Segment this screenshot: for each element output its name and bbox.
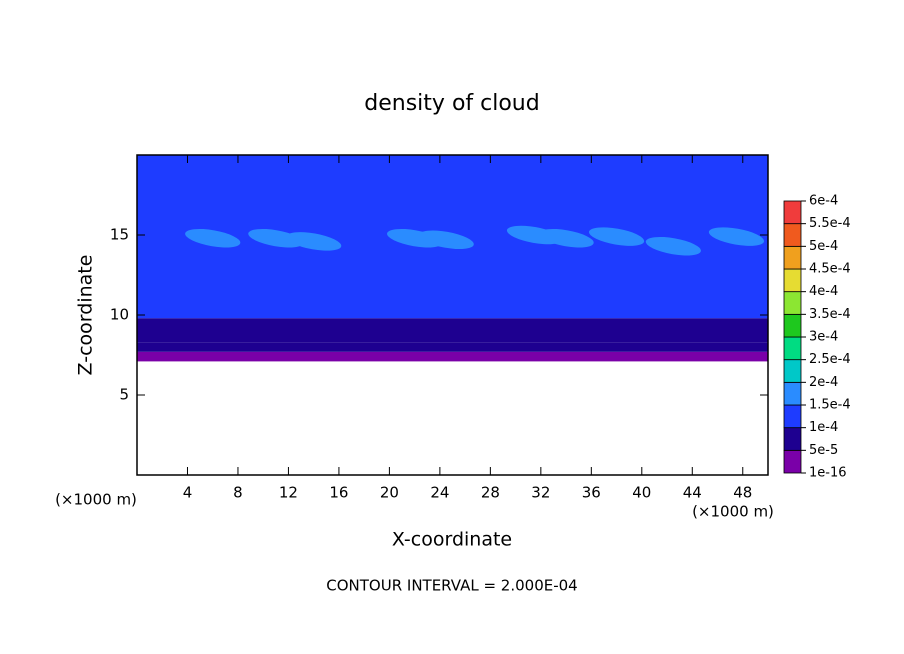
colorbar-label: 1e-4 xyxy=(809,420,838,435)
field-layer xyxy=(137,155,768,195)
field-patch xyxy=(286,232,342,251)
colorbar-label: 3e-4 xyxy=(809,330,838,345)
field-layer xyxy=(137,331,768,343)
field-patch xyxy=(185,228,241,248)
colorbar-box xyxy=(783,427,802,451)
colorbar-label: 5e-4 xyxy=(809,239,838,254)
footer: CONTOUR INTERVAL = 2.000E-04 xyxy=(326,577,577,595)
colorbar-label: 5e-5 xyxy=(809,443,838,458)
colorbar-label: 3.5e-4 xyxy=(809,307,851,322)
x-tick-label: 4 xyxy=(183,484,193,502)
field-patch xyxy=(588,227,645,246)
colorbar-box xyxy=(783,336,802,361)
colorbar-label: 1e-16 xyxy=(809,466,847,481)
field-layer xyxy=(137,318,768,331)
field-patch xyxy=(418,230,474,250)
y-axis-label: Z-coordinate xyxy=(75,255,97,376)
colorbar-box xyxy=(783,404,802,429)
chart-title: density of cloud xyxy=(364,91,539,116)
y-tick-label: 5 xyxy=(119,386,129,404)
colorbar-label: 4.5e-4 xyxy=(809,262,851,277)
field-layer xyxy=(137,299,768,319)
colorbar-label: 1.5e-4 xyxy=(809,398,851,413)
x-tick-label: 8 xyxy=(233,484,243,502)
y-tick-label: 10 xyxy=(110,306,129,324)
colorbar-box xyxy=(783,381,802,406)
colorbar-label: 5.5e-4 xyxy=(809,216,851,231)
colorbar-box xyxy=(783,200,802,225)
colorbar-label: 2e-4 xyxy=(809,375,838,390)
x-unit-label: (×1000 m) xyxy=(692,503,774,521)
x-tick-label: 40 xyxy=(632,484,651,502)
colorbar-box xyxy=(783,245,802,270)
plot-area xyxy=(137,155,768,362)
colorbar-box xyxy=(783,449,802,474)
x-tick-label: 24 xyxy=(430,484,449,502)
colorbar-label: 6e-4 xyxy=(809,194,838,209)
colorbar-label: 4e-4 xyxy=(809,284,838,299)
x-tick-label: 12 xyxy=(279,484,298,502)
field-patch xyxy=(645,236,701,256)
field-layer xyxy=(137,342,768,352)
field-patch xyxy=(538,228,594,248)
colorbar-box xyxy=(783,359,802,383)
x-tick-label: 20 xyxy=(380,484,399,502)
x-axis-label: X-coordinate xyxy=(392,529,512,551)
colorbar-box xyxy=(783,223,802,247)
x-tick-label: 36 xyxy=(582,484,601,502)
y-tick-label: 15 xyxy=(110,226,129,244)
x-tick-label: 44 xyxy=(683,484,702,502)
field-layer xyxy=(137,351,768,362)
z-unit-label: (×1000 m) xyxy=(55,491,137,509)
colorbar-box xyxy=(783,291,802,315)
colorbar-box xyxy=(783,268,802,293)
x-tick-label: 16 xyxy=(329,484,348,502)
colorbar-box xyxy=(783,313,802,338)
x-tick-label: 28 xyxy=(481,484,500,502)
colorbar-label: 2.5e-4 xyxy=(809,352,851,367)
x-tick-label: 48 xyxy=(733,484,752,502)
field-patch xyxy=(708,227,765,246)
x-tick-label: 32 xyxy=(531,484,550,502)
